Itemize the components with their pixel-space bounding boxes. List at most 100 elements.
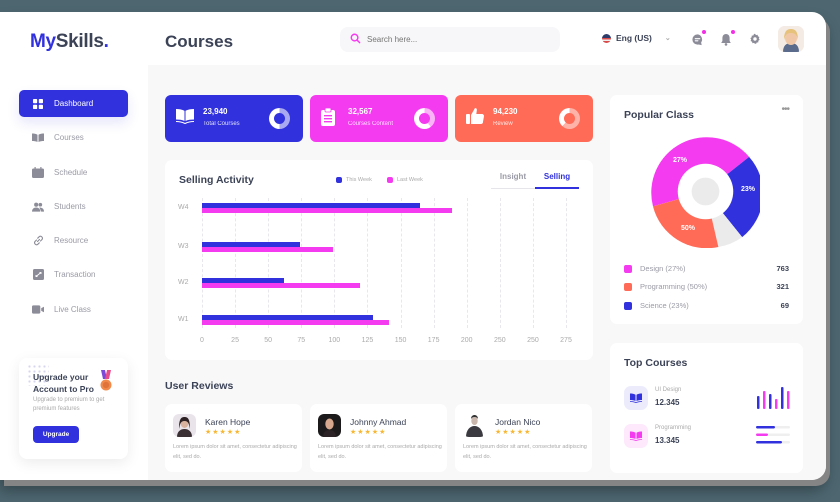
- legend-label: Last Week: [397, 177, 423, 183]
- bar-last-week[interactable]: [202, 208, 453, 213]
- bar-last-week[interactable]: [202, 283, 360, 288]
- gridline: [532, 198, 534, 328]
- logo[interactable]: MySkills.: [30, 31, 109, 53]
- notifications-button[interactable]: [719, 30, 735, 46]
- thumbs-up-icon: [466, 108, 484, 124]
- sidebar-item-label: Transaction: [54, 270, 96, 279]
- legend-value: 321: [776, 282, 789, 291]
- upgrade-button[interactable]: Upgrade: [33, 426, 79, 443]
- slice-label: 27%: [673, 157, 688, 164]
- bar-this-week[interactable]: [202, 315, 373, 320]
- video-icon: [32, 304, 44, 316]
- top-course-ui-design[interactable]: UI Design 12.345: [624, 386, 790, 410]
- review-card[interactable]: Jordan Nico ★★★★★ Lorem ipsum dolor sit …: [455, 404, 592, 472]
- sidebar-item-resource[interactable]: Resource: [19, 227, 128, 254]
- tab-insight[interactable]: Insight: [491, 172, 535, 189]
- y-axis-label: W3: [178, 243, 189, 250]
- gridline: [566, 198, 567, 328]
- sidebar-item-transaction[interactable]: Transaction: [19, 261, 128, 288]
- settings-button[interactable]: [748, 32, 762, 46]
- x-axis-tick: 150: [394, 337, 407, 344]
- upgrade-subtitle: Upgrade to premium to get premium featur…: [33, 397, 105, 412]
- card-title: Top Courses: [624, 357, 688, 369]
- sidebar-item-schedule[interactable]: Schedule: [19, 159, 128, 186]
- course-book-icon: [624, 386, 648, 410]
- mini-bar-chart: [757, 387, 790, 409]
- stat-card-total-courses[interactable]: 23,940 Total Courses: [165, 95, 303, 142]
- ring-hole: [274, 113, 285, 124]
- legend-row-design: Design (27%) 763: [624, 264, 789, 273]
- sidebar-item-dashboard[interactable]: Dashboard: [19, 90, 128, 117]
- stat-value: 23,940: [203, 107, 228, 116]
- sidebar-item-students[interactable]: Students: [19, 193, 128, 220]
- messages-button[interactable]: [690, 30, 706, 46]
- y-axis-label: W4: [178, 204, 189, 211]
- donut-chart: [651, 137, 760, 248]
- legend-swatch: [387, 177, 393, 183]
- user-avatar[interactable]: [778, 26, 804, 52]
- review-card[interactable]: Karen Hope ★★★★★ Lorem ipsum dolor sit a…: [165, 404, 302, 472]
- popular-class-card: Popular Class ••• 27% 23% 50% Design (27…: [610, 95, 803, 324]
- language-selector[interactable]: Eng (US) ⌄: [602, 33, 671, 43]
- notification-dot: [731, 30, 735, 34]
- decorative-dots: [27, 364, 49, 386]
- search-bar[interactable]: [340, 27, 560, 52]
- sidebar-item-live-class[interactable]: Live Class: [19, 296, 128, 323]
- grid-icon: [32, 98, 44, 110]
- logo-suffix: Skills: [55, 31, 104, 52]
- bar-this-week[interactable]: [202, 242, 300, 247]
- ring-hole: [564, 113, 575, 124]
- search-icon: [350, 31, 361, 49]
- language-label: Eng (US): [616, 33, 652, 43]
- stat-value: 94,230: [493, 107, 518, 116]
- top-courses-card: Top Courses UI Design 12.345 Programming…: [610, 343, 803, 473]
- top-course-programming[interactable]: Programming 13.345: [624, 424, 790, 448]
- transaction-icon: [32, 269, 44, 281]
- stat-value: 32,567: [348, 107, 373, 116]
- chat-icon: [691, 33, 702, 45]
- stat-card-courses-content[interactable]: 32,567 Courses Content: [310, 95, 448, 142]
- app-window: MySkills. Courses Eng (US) ⌄ Dashboard C…: [0, 12, 826, 480]
- card-title: Popular Class: [624, 109, 695, 121]
- legend-row-science: Science (23%) 69: [624, 301, 789, 310]
- search-input[interactable]: [367, 35, 547, 44]
- legend-label: This Week: [346, 177, 372, 183]
- gridline: [202, 198, 203, 328]
- book-icon: [176, 109, 194, 124]
- stat-card-review[interactable]: 94,230 Review: [455, 95, 593, 142]
- us-flag-icon: [602, 33, 611, 43]
- y-axis-label: W2: [178, 279, 189, 286]
- course-name: Programming: [655, 425, 692, 431]
- review-text: Lorem ipsum dolor sit amet, consectetur …: [463, 444, 587, 460]
- sidebar-item-label: Students: [54, 202, 86, 211]
- progress-ring-icon: [559, 108, 580, 129]
- review-card[interactable]: Johnny Ahmad ★★★★★ Lorem ipsum dolor sit…: [310, 404, 447, 472]
- bar-last-week[interactable]: [202, 247, 334, 252]
- gridline: [235, 198, 237, 328]
- legend-label: Science (23%): [640, 301, 689, 310]
- course-book-icon: [624, 424, 648, 448]
- progress-ring-icon: [269, 108, 290, 129]
- x-axis-tick: 275: [560, 337, 572, 344]
- slice-label: 23%: [741, 186, 756, 193]
- mini-progress-bars: [756, 426, 790, 444]
- slice-label: 50%: [681, 225, 696, 232]
- sidebar-item-courses[interactable]: Courses: [19, 124, 128, 151]
- star-rating-icon: ★★★★★: [350, 429, 387, 436]
- bar-this-week[interactable]: [202, 203, 421, 208]
- legend-last-week: Last Week: [387, 177, 423, 183]
- reviewer-avatar: [173, 414, 196, 437]
- legend-swatch: [624, 264, 632, 273]
- bar-last-week[interactable]: [202, 320, 389, 325]
- tab-selling[interactable]: Selling: [535, 172, 579, 189]
- reviewer-name: Johnny Ahmad: [350, 417, 407, 427]
- medal-icon: [100, 370, 112, 391]
- review-text: Lorem ipsum dolor sit amet, consectetur …: [173, 444, 297, 460]
- more-options-icon[interactable]: •••: [781, 104, 789, 115]
- x-axis-tick: 125: [361, 337, 374, 344]
- chevron-down-icon: ⌄: [664, 35, 671, 42]
- bar-this-week[interactable]: [202, 278, 285, 283]
- x-axis-tick: 0: [200, 337, 204, 344]
- x-axis-tick: 75: [297, 337, 306, 344]
- notification-dot: [702, 30, 706, 34]
